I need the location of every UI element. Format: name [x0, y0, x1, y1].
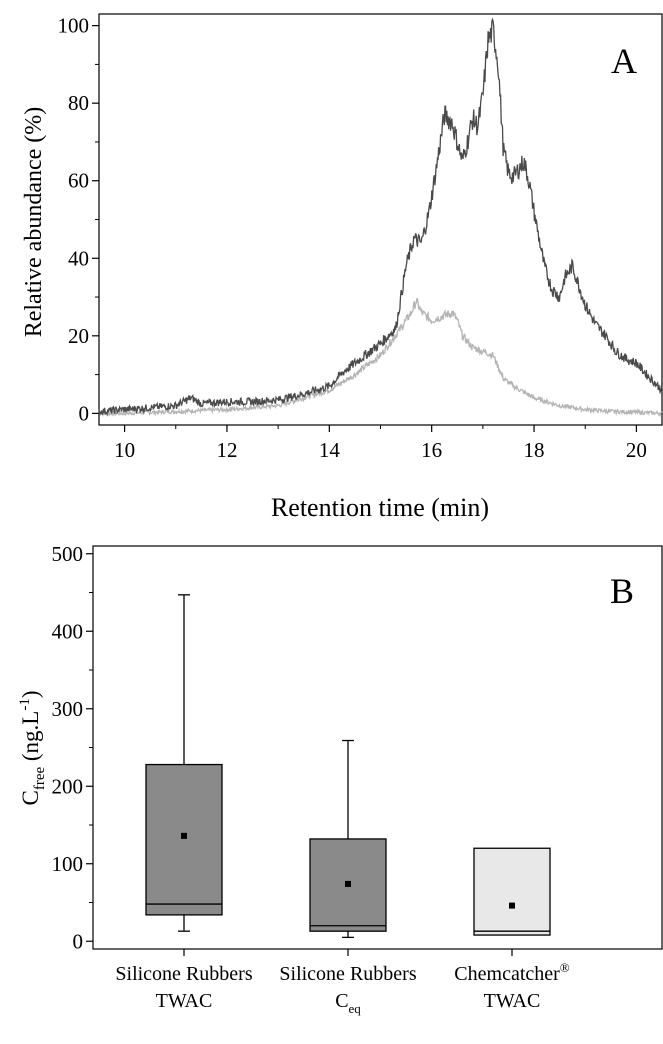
y-tick-label: 100 — [52, 852, 84, 876]
box-mean-marker — [181, 832, 187, 839]
y-axis-label-a: Relative abundance (%) — [21, 107, 47, 338]
panel-letter-b: B — [610, 571, 634, 611]
category-label-sub-main: TWAC — [484, 990, 541, 1012]
y-axis-label-b-sup: -1 — [17, 698, 33, 711]
category-label-main: Chemcatcher — [454, 963, 560, 985]
x-tick-label: 14 — [319, 438, 341, 462]
category-label-line2: TWAC — [156, 990, 213, 1012]
y-axis-label-b-rest: (ng.L — [18, 711, 43, 767]
box-group-b — [145, 594, 551, 939]
category-label-line1: Silicone Rubbers — [115, 963, 252, 985]
box-iqr — [145, 763, 223, 916]
y-axis-label-b-sub: free — [32, 767, 48, 791]
y-tick-label: 20 — [68, 324, 89, 348]
y-tick-labels-a: 0 20 40 60 80 100 — [58, 14, 90, 426]
category-label-main: Silicone Rubbers — [279, 963, 416, 985]
series-line-dark — [98, 17, 663, 417]
x-tick-label: 18 — [524, 438, 545, 462]
panel-letter-a: A — [611, 41, 637, 81]
category-label-main: Silicone Rubbers — [115, 963, 252, 985]
axis-ticks-b — [86, 553, 513, 956]
category-label-subscript: eq — [349, 1001, 362, 1016]
y-tick-labels-b: 0 100 200 300 400 500 — [52, 542, 84, 954]
box-mean-marker — [345, 880, 351, 887]
x-tick-label: 16 — [421, 438, 442, 462]
x-tick-label: 20 — [626, 438, 647, 462]
category-label-sub-main: C — [335, 990, 348, 1012]
y-axis-label-b-end: ) — [18, 690, 43, 698]
box-mean-marker — [509, 902, 515, 909]
box-iqr — [473, 847, 551, 936]
x-axis-label-a: Retention time (min) — [271, 493, 489, 522]
y-tick-label: 100 — [58, 14, 90, 38]
y-tick-label: 80 — [68, 91, 89, 115]
panel-a: 10 12 14 16 18 20 0 20 40 60 80 100 A Retention ti… — [21, 13, 663, 522]
y-tick-label: 300 — [52, 697, 84, 721]
y-tick-label: 0 — [79, 401, 90, 425]
category-label-line2: TWAC — [484, 990, 541, 1012]
y-tick-label: 60 — [68, 169, 89, 193]
y-tick-label: 400 — [52, 619, 84, 643]
y-tick-label: 200 — [52, 774, 84, 798]
category-label-line2: Ceq — [335, 990, 361, 1016]
x-tick-labels-a: 10 12 14 16 18 20 — [114, 438, 647, 462]
series-line-light — [98, 298, 663, 418]
x-tick-label: 10 — [114, 438, 135, 462]
y-tick-label: 40 — [68, 246, 89, 270]
category-label-line1: Silicone Rubbers — [279, 963, 416, 985]
panel-b: 0 100 200 300 400 500 Silicone Rubbers TWAC Sil… — [17, 542, 663, 1016]
series-group-a — [98, 17, 663, 418]
y-axis-label-b-base: C — [18, 790, 43, 805]
category-label-superscript: ® — [560, 960, 570, 975]
y-tick-label: 500 — [52, 542, 84, 566]
axis-ticks-a — [92, 25, 638, 432]
y-axis-label-b: Cfree (ng.L-1) — [17, 690, 48, 805]
x-tick-label: 12 — [216, 438, 237, 462]
y-tick-label: 0 — [73, 929, 84, 953]
plot-frame-a — [98, 13, 663, 426]
category-label-sub-main: TWAC — [156, 990, 213, 1012]
category-label-line1: Chemcatcher® — [454, 960, 570, 985]
